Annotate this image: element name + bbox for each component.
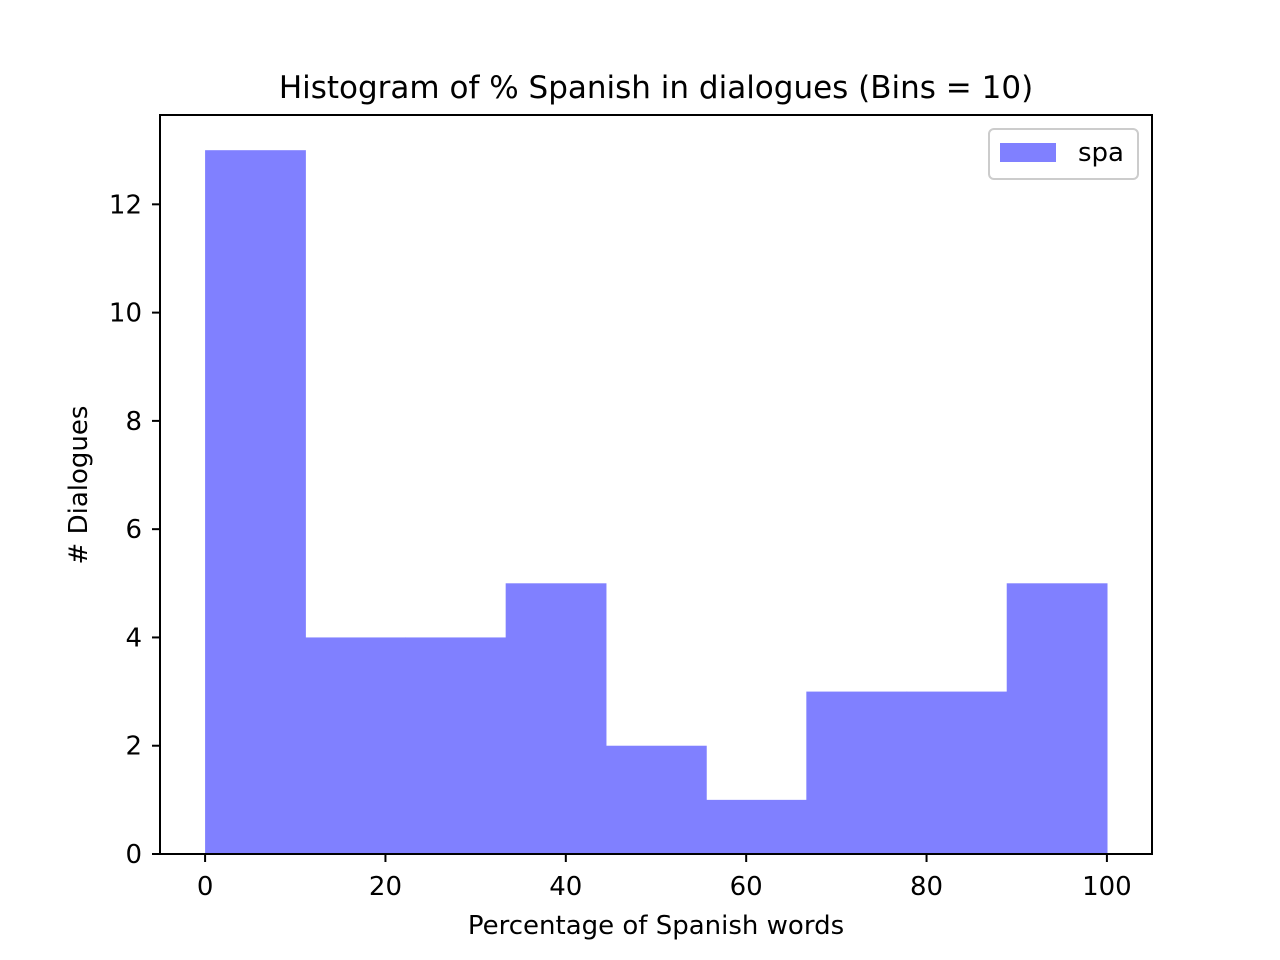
y-tick-label: 10 xyxy=(109,299,142,329)
y-axis-ticks: 0 2 4 6 8 10 12 xyxy=(109,190,160,870)
y-tick-label: 6 xyxy=(125,515,142,545)
x-axis-ticks: 0 20 40 60 80 100 xyxy=(197,854,1132,902)
histogram-bar-6 xyxy=(706,799,807,854)
x-tick-label: 60 xyxy=(730,872,763,902)
legend-frame xyxy=(988,128,1139,180)
histogram-bar-7 xyxy=(806,691,908,854)
chart-title: Histogram of % Spanish in dialogues (Bin… xyxy=(279,70,1033,106)
y-axis-label: # Dialogues xyxy=(64,406,94,565)
y-tick-label: 2 xyxy=(125,732,142,762)
histogram-bar-2 xyxy=(305,637,407,854)
y-tick-label: 8 xyxy=(125,407,142,437)
histogram-bar-9 xyxy=(1006,583,1108,854)
bars-group xyxy=(205,150,1108,854)
histogram-bar-3 xyxy=(405,637,507,854)
histogram-bar-4 xyxy=(505,583,607,854)
x-tick-label: 100 xyxy=(1082,872,1132,902)
x-tick-label: 40 xyxy=(549,872,582,902)
y-tick-label: 12 xyxy=(109,190,142,220)
legend-swatch-spa xyxy=(1000,143,1056,162)
x-tick-label: 0 xyxy=(197,872,214,902)
histogram-bar-8 xyxy=(906,691,1008,854)
y-tick-label: 4 xyxy=(125,623,142,653)
x-tick-label: 20 xyxy=(369,872,402,902)
plot-frame xyxy=(159,114,1153,855)
legend-label-spa: spa xyxy=(1078,138,1124,168)
x-axis-label: Percentage of Spanish words xyxy=(468,911,844,941)
y-tick-label: 0 xyxy=(125,840,142,870)
histogram-bar-5 xyxy=(605,745,707,854)
x-tick-label: 80 xyxy=(910,872,943,902)
histogram-bar-1 xyxy=(205,150,306,854)
legend: spa xyxy=(988,128,1139,180)
